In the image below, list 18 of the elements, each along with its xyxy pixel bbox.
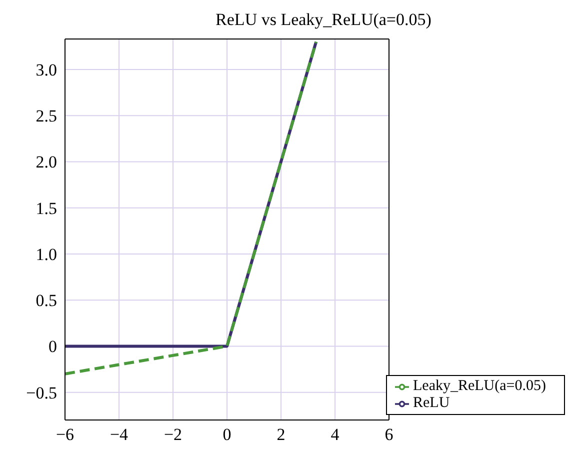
x-tick-label: 0: [222, 425, 232, 444]
chart-title: ReLU vs Leaky_ReLU(a=0.05): [214, 9, 432, 31]
x-tick-label: −6: [56, 425, 74, 444]
y-tick-label: −0.5: [26, 383, 57, 402]
x-tick-label: 2: [276, 425, 286, 444]
legend-label: ReLU: [413, 395, 450, 411]
y-tick-label: 2.5: [36, 106, 57, 126]
x-tick-label: −4: [110, 425, 129, 444]
y-tick-label: 2.0: [36, 152, 57, 172]
x-tick-label: −2: [164, 425, 182, 444]
x-tick-label: 4: [330, 425, 340, 444]
legend-label: Leaky_ReLU(a=0.05): [413, 378, 546, 394]
y-tick-label: 0.5: [36, 291, 57, 310]
y-tick-label: 1.5: [36, 198, 57, 218]
y-tick-label: 0: [48, 337, 57, 356]
y-tick-label: 1.0: [36, 244, 57, 264]
y-tick-label: 3.0: [36, 60, 57, 80]
x-tick-label: 6: [384, 425, 394, 444]
